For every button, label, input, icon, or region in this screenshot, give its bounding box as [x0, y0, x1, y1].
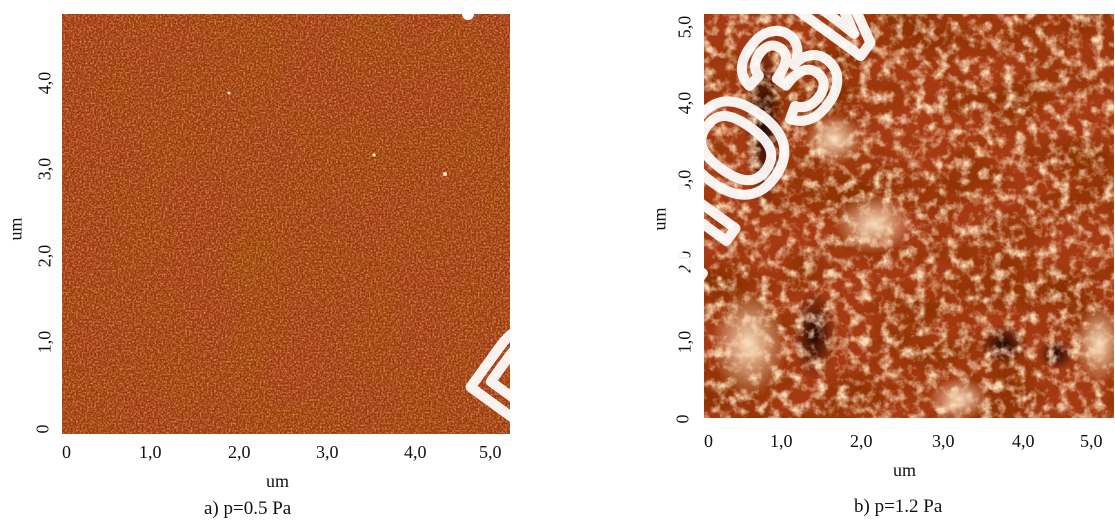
x-tick-a-4: 4,0: [404, 442, 427, 462]
x-tick-a-0: 0: [62, 442, 71, 462]
afm-texture-a: [62, 14, 510, 434]
x-tick-a-2: 2,0: [228, 442, 251, 462]
y-axis-label-a: um: [5, 217, 26, 241]
y-tick-a-0: 0: [32, 424, 53, 434]
y-tick-a-2: 2,0: [34, 244, 55, 268]
y-tick-b-0: 0: [672, 414, 693, 424]
x-tick-b-0: 0: [704, 431, 713, 451]
y-axis-label-b: um: [649, 207, 670, 231]
x-tick-b-3: 3,0: [932, 431, 955, 451]
y-tick-a-1: 1,0: [34, 330, 55, 354]
y-tick-a-3: 3,0: [34, 157, 55, 181]
y-tick-b-5: 5,0: [674, 15, 695, 39]
x-tick-b-4: 4,0: [1012, 431, 1035, 451]
y-tick-b-4: 4,0: [674, 91, 695, 115]
y-tick-b-2: 2,0: [674, 250, 695, 274]
x-tick-b-1: 1,0: [770, 431, 793, 451]
x-axis-label-b: um: [893, 460, 917, 480]
afm-image-a: [62, 14, 510, 434]
caption-a: a) p=0.5 Pa: [204, 498, 292, 519]
y-tick-a-4: 4,0: [34, 71, 55, 95]
afm-texture-b: [704, 14, 1114, 418]
y-tick-b-1: 1,0: [674, 330, 695, 354]
x-tick-a-3: 3,0: [316, 442, 339, 462]
x-axis-label-a: um: [266, 471, 290, 491]
x-tick-b-2: 2,0: [850, 431, 873, 451]
x-tick-a-5: 5,0: [479, 442, 502, 462]
afm-image-b: [704, 14, 1114, 418]
caption-b: b) p=1.2 Pa: [854, 496, 943, 517]
x-tick-a-1: 1,0: [139, 442, 162, 462]
x-tick-b-5: 5,0: [1080, 431, 1103, 451]
y-tick-b-3: 3,0: [674, 169, 695, 193]
